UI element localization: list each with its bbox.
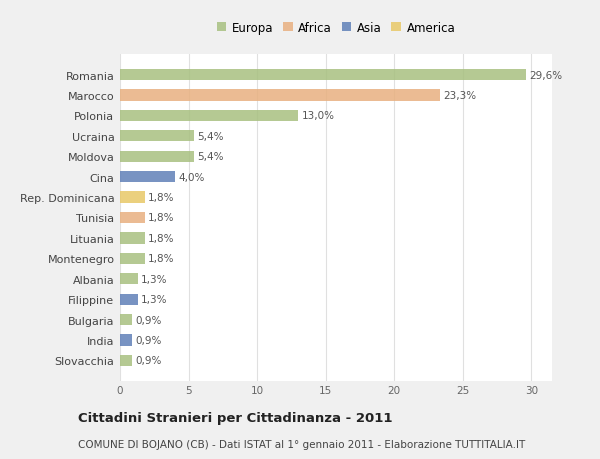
Text: 0,9%: 0,9% bbox=[136, 356, 162, 365]
Text: 1,3%: 1,3% bbox=[141, 295, 168, 304]
Text: 5,4%: 5,4% bbox=[197, 152, 224, 162]
Text: 23,3%: 23,3% bbox=[443, 91, 476, 101]
Bar bbox=[120, 70, 526, 81]
Bar bbox=[120, 335, 133, 346]
Text: 29,6%: 29,6% bbox=[529, 71, 562, 80]
Bar bbox=[120, 253, 145, 264]
Text: COMUNE DI BOJANO (CB) - Dati ISTAT al 1° gennaio 2011 - Elaborazione TUTTITALIA.: COMUNE DI BOJANO (CB) - Dati ISTAT al 1°… bbox=[78, 439, 525, 449]
Bar bbox=[120, 213, 145, 224]
Bar bbox=[120, 111, 298, 122]
Bar bbox=[120, 294, 138, 305]
Text: Cittadini Stranieri per Cittadinanza - 2011: Cittadini Stranieri per Cittadinanza - 2… bbox=[78, 412, 392, 425]
Text: 1,8%: 1,8% bbox=[148, 193, 175, 203]
Bar bbox=[120, 233, 145, 244]
Bar bbox=[120, 172, 175, 183]
Text: 1,8%: 1,8% bbox=[148, 213, 175, 223]
Text: 13,0%: 13,0% bbox=[302, 111, 335, 121]
Bar bbox=[120, 131, 194, 142]
Text: 1,8%: 1,8% bbox=[148, 233, 175, 243]
Text: 4,0%: 4,0% bbox=[178, 172, 205, 182]
Text: 0,9%: 0,9% bbox=[136, 315, 162, 325]
Text: 1,8%: 1,8% bbox=[148, 254, 175, 264]
Bar bbox=[120, 192, 145, 203]
Text: 5,4%: 5,4% bbox=[197, 132, 224, 141]
Text: 1,3%: 1,3% bbox=[141, 274, 168, 284]
Bar bbox=[120, 314, 133, 325]
Bar bbox=[120, 355, 133, 366]
Bar bbox=[120, 90, 440, 101]
Bar bbox=[120, 151, 194, 162]
Bar bbox=[120, 274, 138, 285]
Legend: Europa, Africa, Asia, America: Europa, Africa, Asia, America bbox=[217, 22, 455, 35]
Text: 0,9%: 0,9% bbox=[136, 335, 162, 345]
